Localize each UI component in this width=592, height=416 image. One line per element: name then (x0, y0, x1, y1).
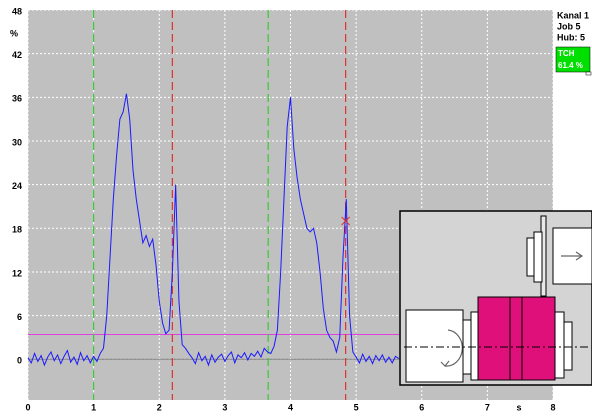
y-tick-label: 36 (12, 94, 22, 104)
side-line: Kanal 1 (557, 10, 589, 20)
y-tick-label: 6 (17, 312, 22, 322)
x-tick-label: 4 (288, 402, 293, 412)
x-axis-label: s (516, 402, 521, 412)
y-tick-label: 18 (12, 225, 22, 235)
y-tick-label: 24 (12, 181, 22, 191)
y-tick-label: 30 (12, 137, 22, 147)
x-tick-label: 1 (91, 402, 96, 412)
machine-inset (400, 211, 592, 385)
x-tick-label: 2 (157, 402, 162, 412)
badge-label: TCH (558, 49, 575, 58)
y-tick-label: 12 (12, 268, 22, 278)
x-tick-label: 7 (485, 402, 490, 412)
y-tick-label: 0 (17, 356, 22, 366)
die-part (527, 238, 534, 276)
x-tick-label: 6 (419, 402, 424, 412)
flange (555, 312, 564, 378)
side-line: Hub: 5 (557, 32, 585, 42)
flange (564, 322, 572, 370)
badge-tail (586, 72, 591, 75)
drive (406, 310, 463, 382)
x-tick-label: 3 (222, 402, 227, 412)
chart: % s Kanal 1 Job 5 Hub: 5 TCH 61.4 % 0612… (0, 0, 592, 416)
x-tick-label: 8 (550, 402, 555, 412)
die-part (534, 232, 542, 282)
y-tick-label: 48 (12, 6, 22, 16)
y-tick-label: 42 (12, 50, 22, 60)
x-tick-label: 0 (25, 402, 30, 412)
y-axis-label: % (10, 28, 18, 38)
workpiece (478, 297, 555, 380)
side-line: Job 5 (557, 21, 581, 31)
badge-text: 61.4 % (558, 61, 583, 70)
x-tick-label: 5 (354, 402, 359, 412)
